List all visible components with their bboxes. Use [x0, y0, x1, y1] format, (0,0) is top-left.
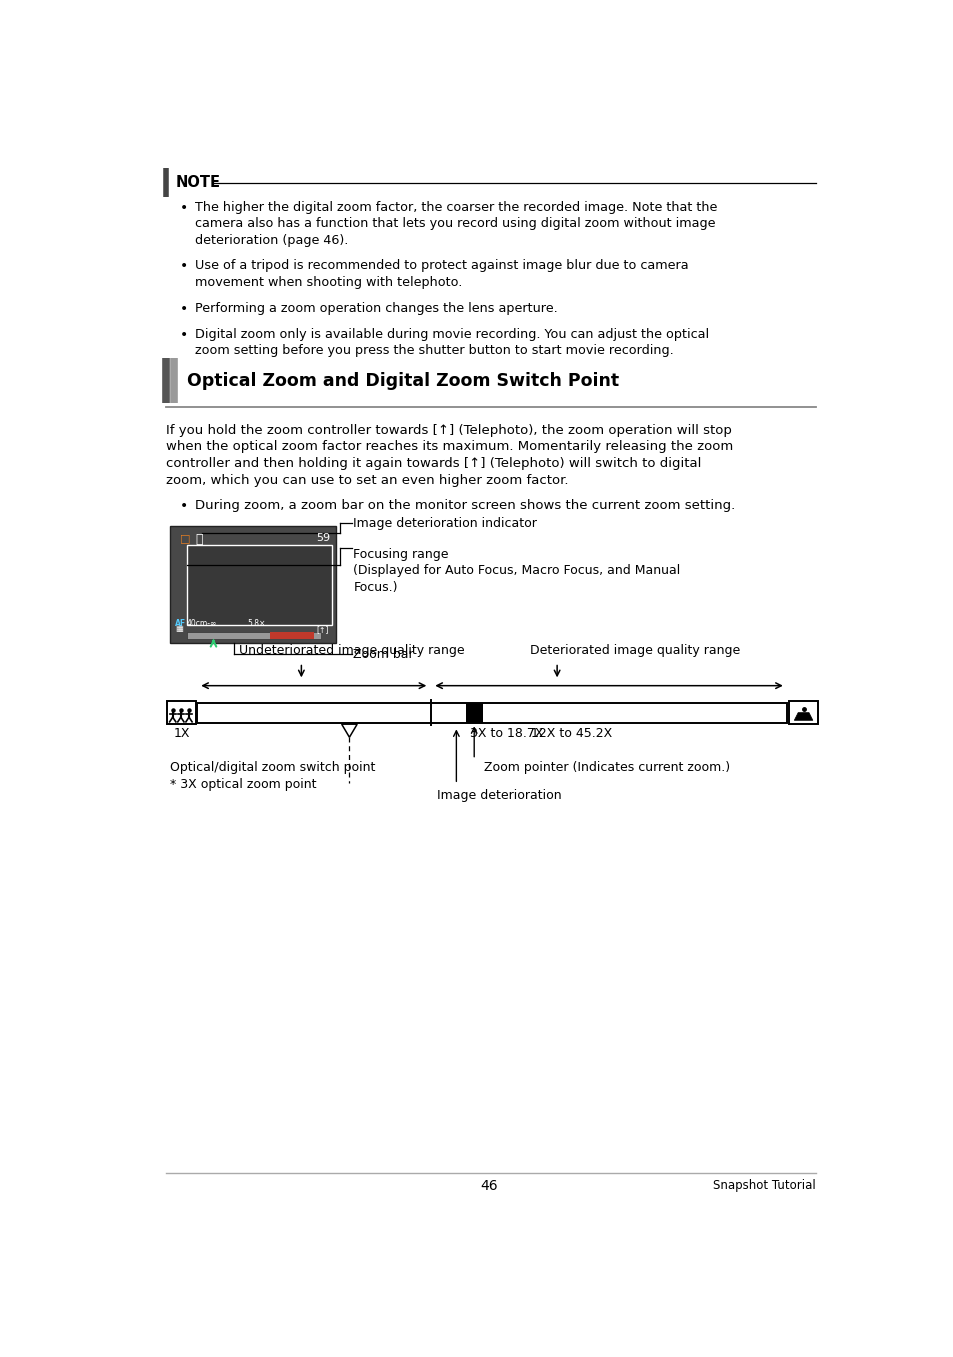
Text: ⌕: ⌕ — [195, 533, 202, 547]
Text: zoom setting before you press the shutter button to start movie recording.: zoom setting before you press the shutte… — [195, 345, 673, 357]
Text: Deteriorated image quality range: Deteriorated image quality range — [530, 645, 740, 657]
Text: AF: AF — [174, 619, 186, 628]
Text: Zoom bar: Zoom bar — [353, 647, 414, 661]
Bar — [187, 632, 320, 639]
Bar — [465, 703, 482, 723]
Text: 46: 46 — [479, 1179, 497, 1193]
Text: camera also has a function that lets you record using digital zoom without image: camera also has a function that lets you… — [195, 217, 715, 231]
Bar — [196, 703, 786, 723]
Text: * 3X optical zoom point: * 3X optical zoom point — [170, 778, 315, 791]
Text: zoom, which you can use to set an even higher zoom factor.: zoom, which you can use to set an even h… — [166, 474, 568, 487]
Text: Snapshot Tutorial: Snapshot Tutorial — [713, 1179, 815, 1193]
Text: [↑]: [↑] — [315, 624, 328, 634]
Text: □: □ — [179, 533, 190, 543]
Text: 3X to 18.7X: 3X to 18.7X — [470, 727, 543, 741]
Text: 12X to 45.2X: 12X to 45.2X — [530, 727, 612, 741]
Bar — [788, 702, 818, 725]
Text: deterioration (page 46).: deterioration (page 46). — [195, 233, 348, 247]
Bar — [170, 527, 335, 643]
Text: During zoom, a zoom bar on the monitor screen shows the current zoom setting.: During zoom, a zoom bar on the monitor s… — [195, 499, 735, 513]
Text: •: • — [179, 259, 188, 274]
Text: 40cm-∞: 40cm-∞ — [187, 619, 217, 628]
Text: NOTE: NOTE — [175, 175, 220, 190]
Text: •: • — [179, 499, 188, 513]
Text: The higher the digital zoom factor, the coarser the recorded image. Note that th: The higher the digital zoom factor, the … — [195, 201, 717, 213]
Text: •: • — [179, 327, 188, 342]
Text: Image deterioration: Image deterioration — [436, 788, 561, 802]
Text: Focusing range: Focusing range — [353, 548, 448, 560]
Text: 1X: 1X — [173, 727, 190, 741]
Polygon shape — [341, 725, 356, 737]
Text: Performing a zoom operation changes the lens aperture.: Performing a zoom operation changes the … — [195, 301, 558, 315]
Text: If you hold the zoom controller towards [↑] (Telephoto), the zoom operation will: If you hold the zoom controller towards … — [166, 423, 731, 437]
Text: Digital zoom only is available during movie recording. You can adjust the optica: Digital zoom only is available during mo… — [195, 327, 709, 341]
Text: movement when shooting with telephoto.: movement when shooting with telephoto. — [195, 275, 462, 289]
Text: Focus.): Focus.) — [353, 581, 397, 594]
Text: •: • — [179, 301, 188, 316]
Text: when the optical zoom factor reaches its maximum. Momentarily releasing the zoom: when the optical zoom factor reaches its… — [166, 441, 732, 453]
Text: Optical Zoom and Digital Zoom Switch Point: Optical Zoom and Digital Zoom Switch Poi… — [187, 372, 618, 389]
Text: Image deterioration indicator: Image deterioration indicator — [353, 517, 537, 529]
Bar — [167, 702, 195, 725]
Text: 59: 59 — [315, 533, 330, 543]
Text: Undeteriorated image quality range: Undeteriorated image quality range — [239, 645, 464, 657]
Text: (Displayed for Auto Focus, Macro Focus, and Manual: (Displayed for Auto Focus, Macro Focus, … — [353, 565, 679, 577]
Text: ▦: ▦ — [174, 624, 183, 632]
Text: Zoom pointer (Indicates current zoom.): Zoom pointer (Indicates current zoom.) — [483, 761, 729, 773]
Text: Use of a tripod is recommended to protect against image blur due to camera: Use of a tripod is recommended to protec… — [195, 259, 688, 273]
Text: Optical/digital zoom switch point: Optical/digital zoom switch point — [170, 761, 375, 773]
Bar — [187, 544, 332, 624]
Polygon shape — [794, 712, 812, 721]
Text: 5.8×: 5.8× — [247, 619, 265, 628]
Text: •: • — [179, 201, 188, 214]
Text: controller and then holding it again towards [↑] (Telephoto) will switch to digi: controller and then holding it again tow… — [166, 457, 700, 470]
Bar — [270, 632, 314, 639]
